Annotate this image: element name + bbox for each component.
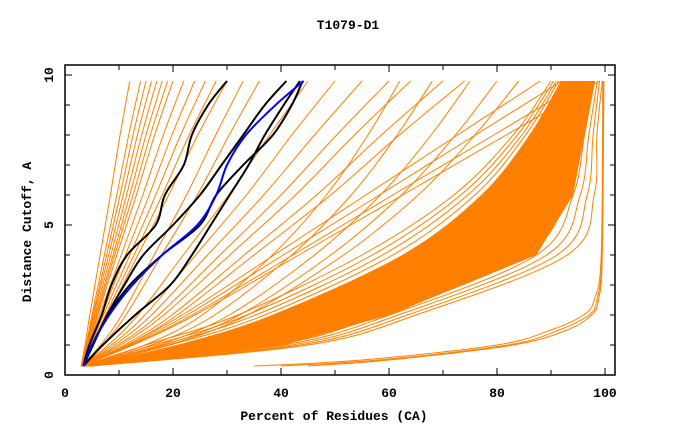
model-curve-35 [83,80,562,367]
model-curve-34 [82,80,560,367]
model-curve-33 [82,80,557,367]
model-curve-25 [81,80,498,367]
model-curve-19 [80,80,411,367]
highlighted-curves [82,80,305,367]
y-tick-label: 10 [42,67,57,83]
model-curve-39 [85,80,572,367]
model-band [83,81,595,366]
model-curve-0 [80,80,131,367]
model-curve-44 [88,80,585,367]
black-highlight-curve-3 [82,80,301,367]
plot-frame [64,64,616,376]
model-curve-42 [87,80,580,367]
black-highlight-curve-0 [82,80,228,367]
y-tick-label: 0 [42,371,57,379]
model-curve-32 [81,80,555,367]
model-curve-20 [80,80,444,367]
dense-model-band [83,81,595,366]
model-curve-40 [86,80,575,367]
model-curve-47 [89,80,593,367]
x-tick-label: 60 [381,386,397,401]
model-curve-45 [88,80,588,367]
model-curves [80,80,605,367]
x-tick-label: 20 [165,386,181,401]
model-curve-41 [86,80,578,367]
chart-title: T1079-D1 [317,18,380,33]
y-axis-label: Distance Cutoff, A [20,162,35,303]
model-curve-10 [80,80,206,367]
model-curve-38 [84,80,570,367]
model-curve-6 [80,80,169,367]
model-curve-48 [90,80,596,367]
model-curve-30 [81,80,600,367]
model-curve-17 [80,80,363,367]
model-curve-29 [81,80,584,367]
model-curve-31 [81,80,552,367]
model-curve-54 [307,80,605,367]
model-curve-16 [80,80,336,367]
model-curve-51 [91,80,603,367]
x-tick-label: 40 [273,386,289,401]
x-tick-label: 0 [61,386,69,401]
model-curve-50 [91,80,601,367]
model-curve-18 [80,80,390,367]
x-tick-label: 80 [489,386,505,401]
tick-labels: 0 20 40 60 80 100 0 5 10 [42,67,617,401]
y-tick-label: 5 [42,221,57,229]
model-curve-1 [80,80,142,367]
model-curve-24 [81,80,471,367]
axis-ticks [64,65,615,376]
model-curve-46 [89,80,590,367]
x-tick-label: 100 [593,386,617,401]
model-curve-37 [84,80,568,367]
model-curve-27 [80,80,541,367]
x-axis-label: Percent of Residues (CA) [240,409,427,424]
model-curve-15 [80,80,309,367]
model-curve-49 [90,80,598,367]
model-curve-28 [80,80,563,367]
model-curve-36 [83,80,565,367]
model-curve-4 [80,80,158,367]
blue-highlight-curve-4 [82,80,305,367]
model-curve-23 [81,80,433,367]
model-curve-43 [87,80,583,367]
model-curve-13 [80,80,244,367]
